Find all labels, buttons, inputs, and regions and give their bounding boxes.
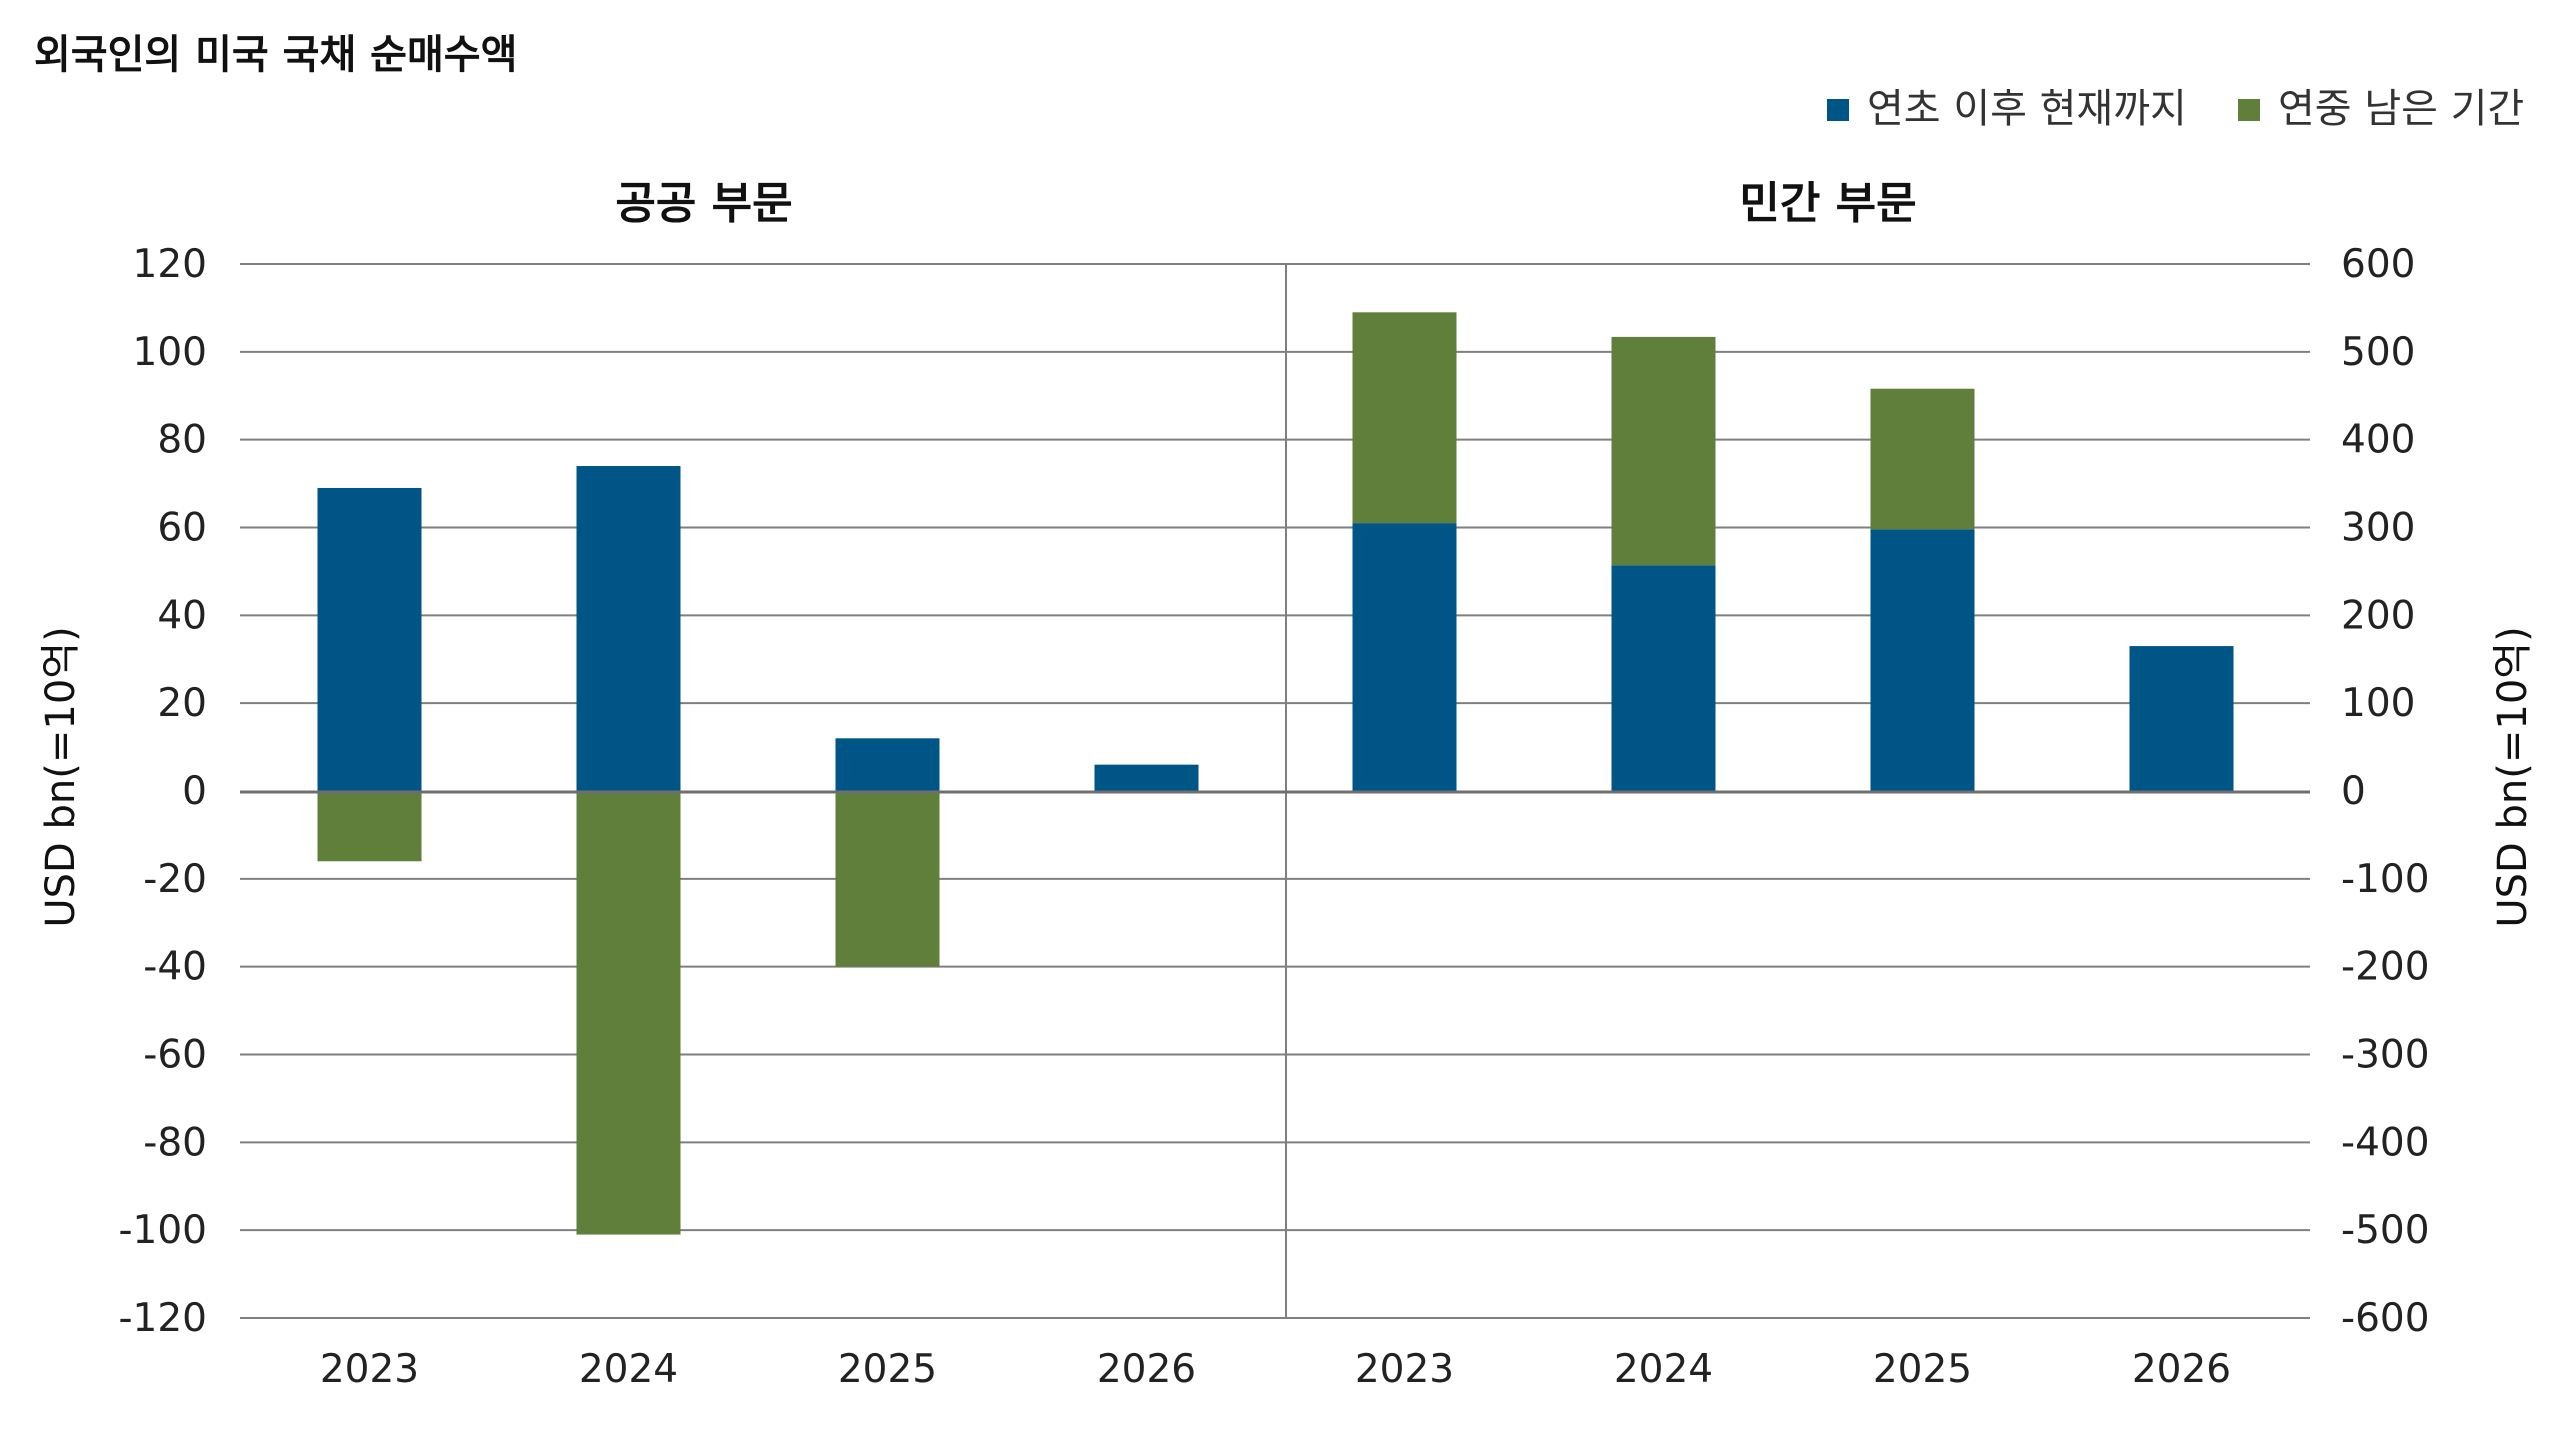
x-tick-label: 2023: [1355, 1347, 1454, 1392]
left-y-tick-label: -80: [143, 1120, 207, 1165]
bar-public-2025-ytd: [835, 738, 940, 791]
right-y-axis-ticks: -600 -500 -400 -300 -200 -100 0 100 200 300 400 500…: [2341, 242, 2430, 1341]
bar-private-2023-rest-of-year: [1352, 312, 1457, 524]
right-y-tick-label: -300: [2341, 1033, 2430, 1078]
x-tick-label: 2025: [1873, 1347, 1972, 1392]
right-y-tick-label: 300: [2341, 506, 2415, 551]
bar-public-2026-ytd: [1094, 764, 1199, 791]
right-y-tick-label: -500: [2341, 1208, 2430, 1253]
legend-label-rest-of-year: 연중 남은 기간: [2278, 86, 2524, 132]
left-y-tick-label: 60: [157, 506, 207, 551]
left-y-tick-label: 40: [157, 593, 207, 638]
right-y-tick-label: -100: [2341, 857, 2430, 902]
bar-private-2023-ytd: [1352, 523, 1457, 791]
x-tick-label: 2024: [1614, 1347, 1713, 1392]
right-y-axis-label: USD bn(=10억): [2490, 626, 2536, 927]
right-y-tick-label: 200: [2341, 593, 2415, 638]
bar-private-2025-ytd: [1870, 529, 1975, 791]
left-y-tick-label: -100: [118, 1208, 207, 1253]
bar-private-2024-ytd: [1611, 565, 1716, 791]
bar-public-2023-ytd: [317, 487, 422, 791]
left-y-axis-ticks: -120 -100 -80 -60 -40 -20 0 20 40 60 80 100 120: [118, 242, 207, 1341]
panel-title-public: 공공 부문: [615, 178, 792, 229]
chart-title: 외국인의 미국 국채 순매수액: [34, 32, 517, 78]
bar-private-2024-rest-of-year: [1611, 336, 1716, 566]
bar-public-2025-rest-of-year: [835, 791, 940, 967]
bar-private-2026-ytd: [2129, 646, 2234, 791]
left-y-tick-label: 0: [182, 769, 207, 814]
bar-public-2024-rest-of-year: [576, 791, 681, 1235]
bar-private-2025-rest-of-year: [1870, 388, 1975, 530]
right-y-tick-label: 600: [2341, 242, 2415, 287]
legend-swatch-rest-of-year: [2238, 99, 2260, 121]
right-y-tick-label: 500: [2341, 330, 2415, 375]
right-y-tick-label: 0: [2341, 769, 2366, 814]
left-y-tick-label: -40: [143, 945, 207, 990]
bar-public-2024-ytd: [576, 466, 681, 791]
right-y-tick-label: -200: [2341, 945, 2430, 990]
left-y-tick-label: 100: [133, 330, 207, 375]
legend-swatch-ytd: [1827, 99, 1849, 121]
right-y-tick-label: -400: [2341, 1120, 2430, 1165]
x-tick-label: 2026: [1097, 1347, 1196, 1392]
left-y-tick-label: -120: [118, 1296, 207, 1341]
right-y-tick-label: 400: [2341, 418, 2415, 463]
legend: 연초 이후 현재까지 연중 남은 기간: [1827, 86, 2524, 132]
right-y-tick-label: -600: [2341, 1296, 2430, 1341]
x-tick-label: 2023: [320, 1347, 419, 1392]
x-tick-label: 2025: [838, 1347, 937, 1392]
bar-public-2023-rest-of-year: [317, 791, 422, 862]
left-y-tick-label: -20: [143, 857, 207, 902]
right-y-tick-label: 100: [2341, 681, 2415, 726]
x-tick-label: 2026: [2132, 1347, 2231, 1392]
x-axis-ticks: 2023 2024 2025 2026 2023 2024 2025 2026: [320, 1347, 2231, 1392]
legend-label-ytd: 연초 이후 현재까지: [1867, 86, 2187, 132]
left-y-tick-label: 80: [157, 418, 207, 463]
x-tick-label: 2024: [579, 1347, 678, 1392]
left-y-tick-label: 20: [157, 681, 207, 726]
left-y-axis-label: USD bn(=10억): [38, 626, 84, 927]
bars: [317, 312, 2234, 1235]
panel-title-private: 민간 부문: [1739, 178, 1916, 229]
left-y-tick-label: 120: [133, 242, 207, 287]
left-y-tick-label: -60: [143, 1033, 207, 1078]
